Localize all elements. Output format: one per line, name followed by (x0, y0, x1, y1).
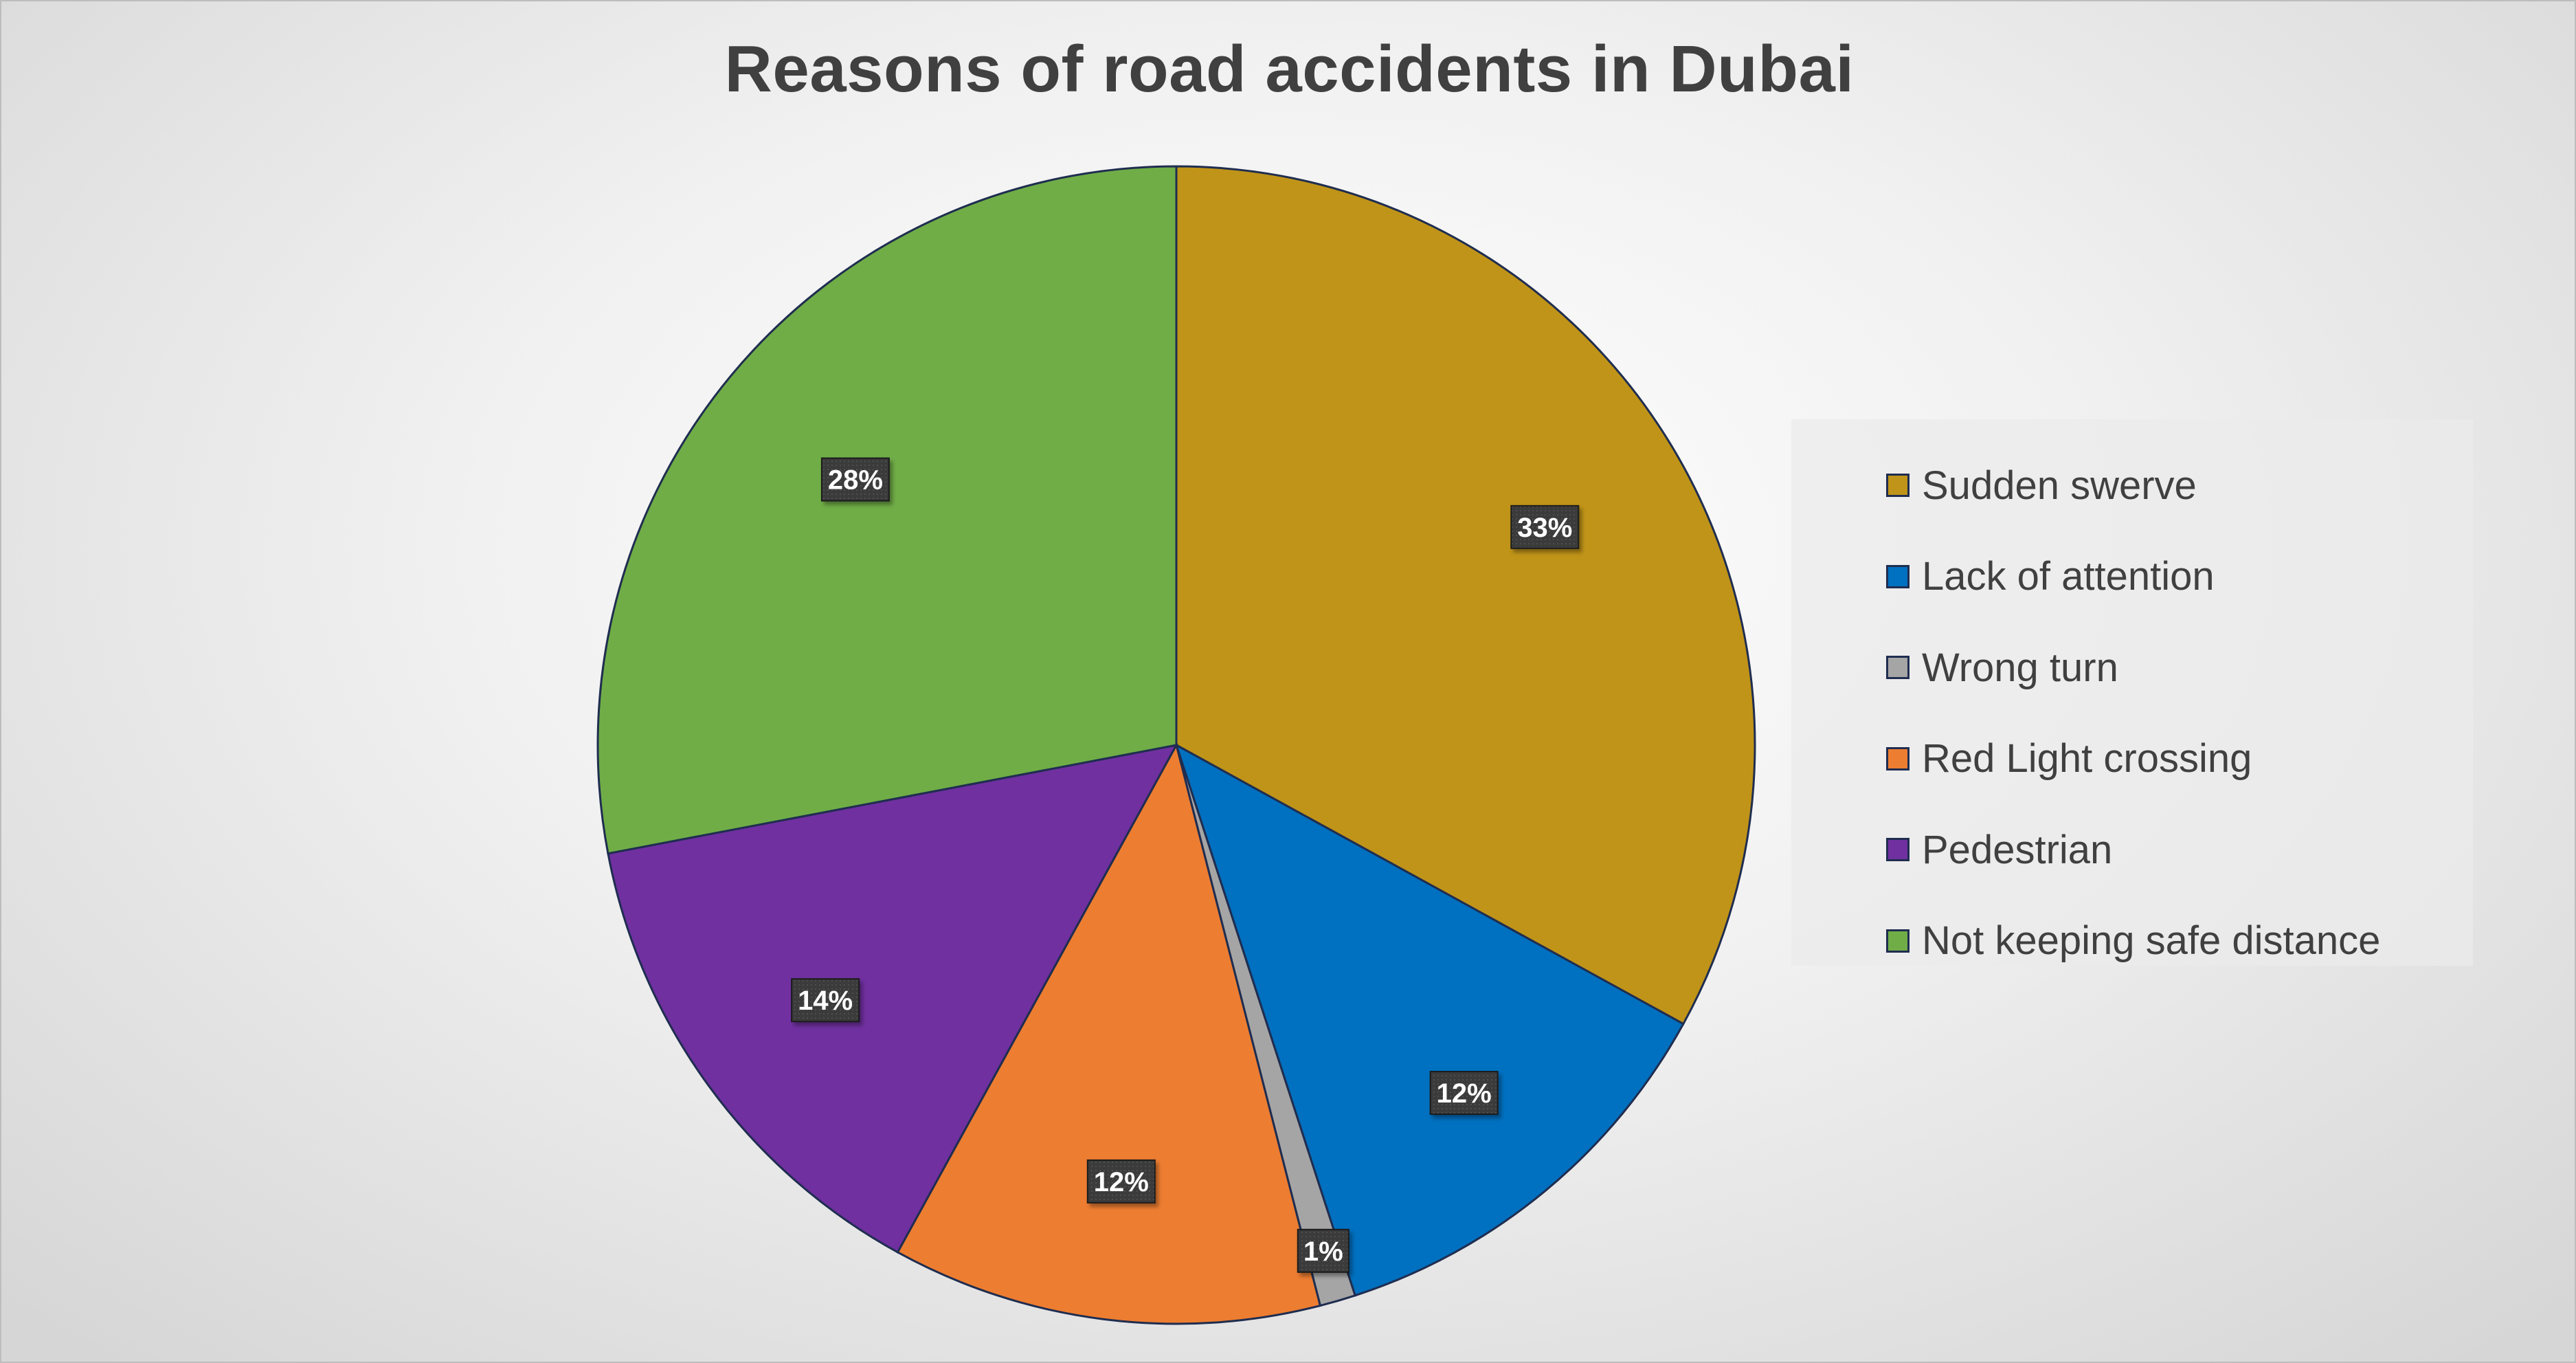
pie-slices (596, 165, 1756, 1325)
data-label-text: 14% (798, 986, 853, 1016)
data-label-text: 28% (828, 465, 883, 496)
legend-swatch (1886, 929, 1909, 953)
data-label-text: 12% (1437, 1078, 1492, 1109)
legend-item-wrong-turn: Wrong turn (1886, 622, 2473, 713)
legend-item-pedestrian: Pedestrian (1886, 804, 2473, 896)
legend-label: Sudden swerve (1922, 463, 2197, 508)
legend-label: Red Light crossing (1922, 736, 2252, 782)
legend: Sudden swerve Lack of attention Wrong tu… (1791, 419, 2473, 966)
pie-slice-not-keeping-safe-distance (596, 165, 1178, 855)
legend-item-red-light-crossing: Red Light crossing (1886, 713, 2473, 805)
legend-item-lack-of-attention: Lack of attention (1886, 531, 2473, 623)
data-label-not-keeping-safe-distance: 28% (820, 457, 890, 502)
legend-swatch (1886, 746, 1909, 771)
pie-slice-red-light-crossing (896, 742, 1322, 1325)
chart-title: Reasons of road accidents in Dubai (724, 32, 1855, 106)
data-label-lack-of-attention: 12% (1429, 1071, 1499, 1116)
pie-slice-lack-of-attention (1174, 742, 1685, 1297)
pie-data-labels: 33% 12% 1% 12% 14% 28% (791, 457, 1580, 1273)
legend-label: Not keeping safe distance (1922, 918, 2381, 964)
data-label-box (1086, 1159, 1156, 1204)
legend-swatch (1886, 564, 1909, 588)
pie-slice-sudden-swerve (1175, 165, 1756, 1026)
data-label-wrong-turn: 1% (1297, 1228, 1349, 1273)
data-label-box (1297, 1228, 1349, 1273)
pie-slice-pedestrian (607, 743, 1178, 1254)
data-label-red-light-crossing: 12% (1086, 1159, 1156, 1204)
legend-label: Wrong turn (1922, 645, 2118, 690)
legend-label: Pedestrian (1922, 827, 2113, 872)
legend-swatch (1886, 474, 1909, 498)
legend-label: Lack of attention (1922, 554, 2215, 599)
data-label-text: 33% (1517, 513, 1572, 543)
legend-item-not-keeping-safe-distance: Not keeping safe distance (1886, 896, 2473, 987)
data-label-box (791, 978, 860, 1023)
legend-swatch (1886, 838, 1909, 862)
legend-swatch (1886, 656, 1909, 680)
data-label-box (820, 457, 890, 502)
data-label-sudden-swerve: 33% (1510, 505, 1580, 549)
data-label-pedestrian: 14% (791, 978, 860, 1023)
data-label-box (1510, 505, 1580, 549)
data-label-text: 1% (1303, 1237, 1343, 1267)
legend-item-sudden-swerve: Sudden swerve (1886, 440, 2473, 531)
data-label-text: 12% (1094, 1167, 1149, 1197)
data-label-box (1429, 1071, 1499, 1116)
